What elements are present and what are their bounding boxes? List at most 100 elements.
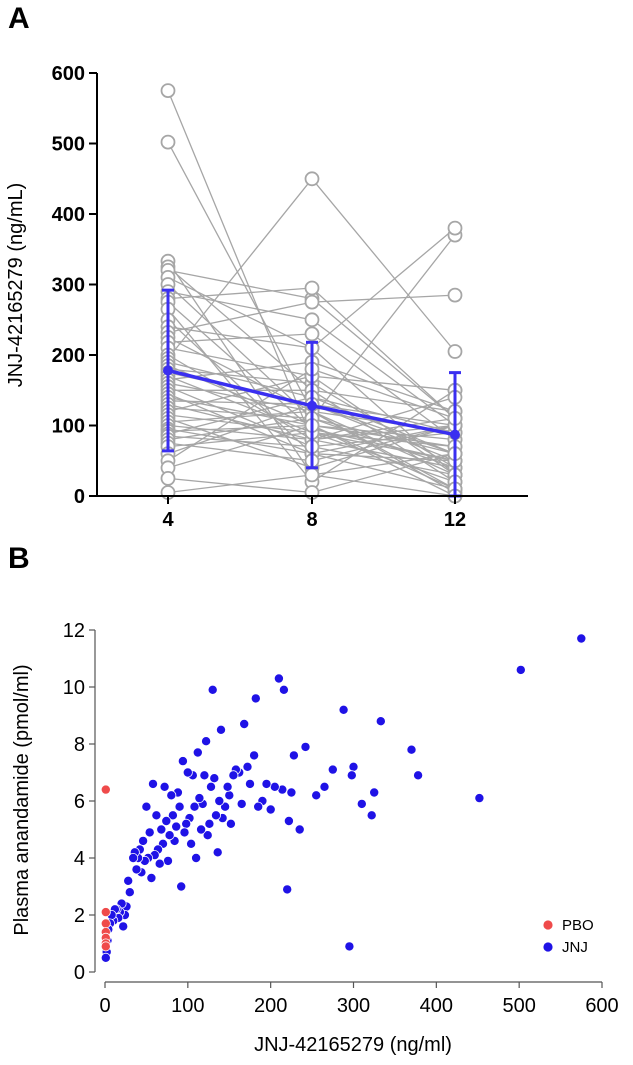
panel-a-y-axis-title: JNJ-42165279 (ng/mL) — [5, 183, 27, 388]
point-jnj — [244, 778, 255, 789]
x-tick-label: 200 — [254, 995, 287, 1017]
point-jnj — [311, 790, 322, 801]
panel-b-legend: PBO JNJ — [543, 917, 594, 956]
point-jnj — [249, 750, 260, 761]
point-jnj — [294, 824, 305, 835]
point-jnj — [346, 770, 357, 781]
y-tick-label: 8 — [74, 734, 85, 756]
panel-a-axes: 0 100 200 300 400 500 600 4 8 12 — [52, 63, 528, 531]
point-jnj — [286, 787, 297, 798]
y-tick-label: 6 — [74, 791, 85, 813]
point-jnj — [181, 818, 192, 829]
point-jnj — [124, 887, 135, 898]
point-jnj — [192, 747, 203, 758]
y-tick-label: 100 — [52, 416, 85, 438]
point-jnj — [177, 756, 188, 767]
point-jnj — [167, 810, 178, 821]
x-tick-label: 100 — [171, 995, 204, 1017]
point-jnj — [204, 818, 215, 829]
point-jnj — [576, 633, 587, 644]
point-jnj — [273, 673, 284, 684]
point-jnj — [123, 875, 134, 886]
subject-marker — [447, 344, 463, 359]
point-jnj — [375, 716, 386, 727]
point-jnj — [250, 693, 261, 704]
subject-marker — [160, 470, 176, 486]
panel-a-mean-series — [162, 288, 461, 498]
x-tick-label: 0 — [99, 995, 110, 1017]
point-jnj — [131, 864, 142, 875]
point-jnj — [212, 847, 223, 858]
point-jnj — [215, 724, 226, 735]
point-jnj — [224, 790, 235, 801]
point-jnj — [207, 684, 218, 695]
point-jnj — [222, 781, 233, 792]
point-jnj — [194, 793, 205, 804]
point-jnj — [162, 855, 173, 866]
legend-marker-pbo — [543, 920, 553, 930]
point-jnj — [164, 830, 175, 841]
point-jnj — [356, 798, 367, 809]
subject-marker — [304, 467, 320, 483]
y-tick-label: 300 — [52, 275, 85, 297]
y-tick-label: 0 — [74, 962, 85, 984]
point-jnj — [265, 804, 276, 815]
panel-b-axes: 0 2 4 6 8 10 12 0 100 200 300 400 500 600 — [63, 620, 619, 1017]
point-jnj — [327, 764, 338, 775]
subject-marker — [304, 312, 320, 328]
point-jnj — [174, 801, 185, 812]
point-jnj — [138, 835, 149, 846]
point-jnj — [179, 827, 190, 838]
point-jnj — [225, 818, 236, 829]
point-jnj — [182, 767, 193, 778]
point-jnj — [196, 824, 207, 835]
y-tick-label: 10 — [63, 677, 85, 699]
x-tick-label: 500 — [502, 995, 535, 1017]
point-jnj — [369, 787, 380, 798]
point-jnj — [159, 781, 170, 792]
point-pbo — [100, 941, 111, 952]
point-jnj — [413, 770, 424, 781]
point-jnj — [366, 810, 377, 821]
point-jnj — [189, 801, 200, 812]
x-tick-label: 600 — [585, 995, 618, 1017]
mean-marker — [450, 429, 460, 440]
point-jnj — [236, 798, 247, 809]
point-jnj — [209, 773, 220, 784]
x-tick-label: 300 — [337, 995, 370, 1017]
point-jnj — [515, 664, 526, 675]
point-jnj — [474, 793, 485, 804]
legend-label-pbo: PBO — [562, 917, 594, 934]
subject-marker — [447, 220, 463, 236]
y-tick-label: 12 — [63, 620, 85, 642]
point-jnj — [154, 858, 165, 869]
point-jnj — [210, 810, 221, 821]
subject-marker — [304, 280, 320, 296]
x-tick-label: 4 — [162, 509, 174, 531]
point-jnj — [278, 684, 289, 695]
point-jnj — [239, 719, 250, 730]
y-tick-label: 4 — [74, 848, 85, 870]
point-jnj — [269, 781, 280, 792]
point-jnj — [100, 952, 111, 963]
point-jnj — [288, 750, 299, 761]
point-jnj — [191, 853, 202, 864]
point-jnj — [166, 790, 177, 801]
point-jnj — [253, 801, 264, 812]
y-tick-label: 0 — [74, 486, 85, 508]
point-jnj — [282, 884, 293, 895]
point-jnj — [176, 881, 187, 892]
subject-marker — [447, 287, 463, 303]
point-pbo — [100, 918, 111, 929]
point-jnj — [171, 821, 182, 832]
point-jnj — [348, 761, 359, 772]
x-tick-label: 12 — [444, 509, 466, 531]
y-tick-label: 500 — [52, 134, 85, 156]
point-jnj — [147, 778, 158, 789]
y-tick-label: 2 — [74, 905, 85, 927]
point-jnj — [242, 761, 253, 772]
point-jnj — [186, 838, 197, 849]
point-jnj — [319, 781, 330, 792]
y-tick-label: 200 — [52, 345, 85, 367]
